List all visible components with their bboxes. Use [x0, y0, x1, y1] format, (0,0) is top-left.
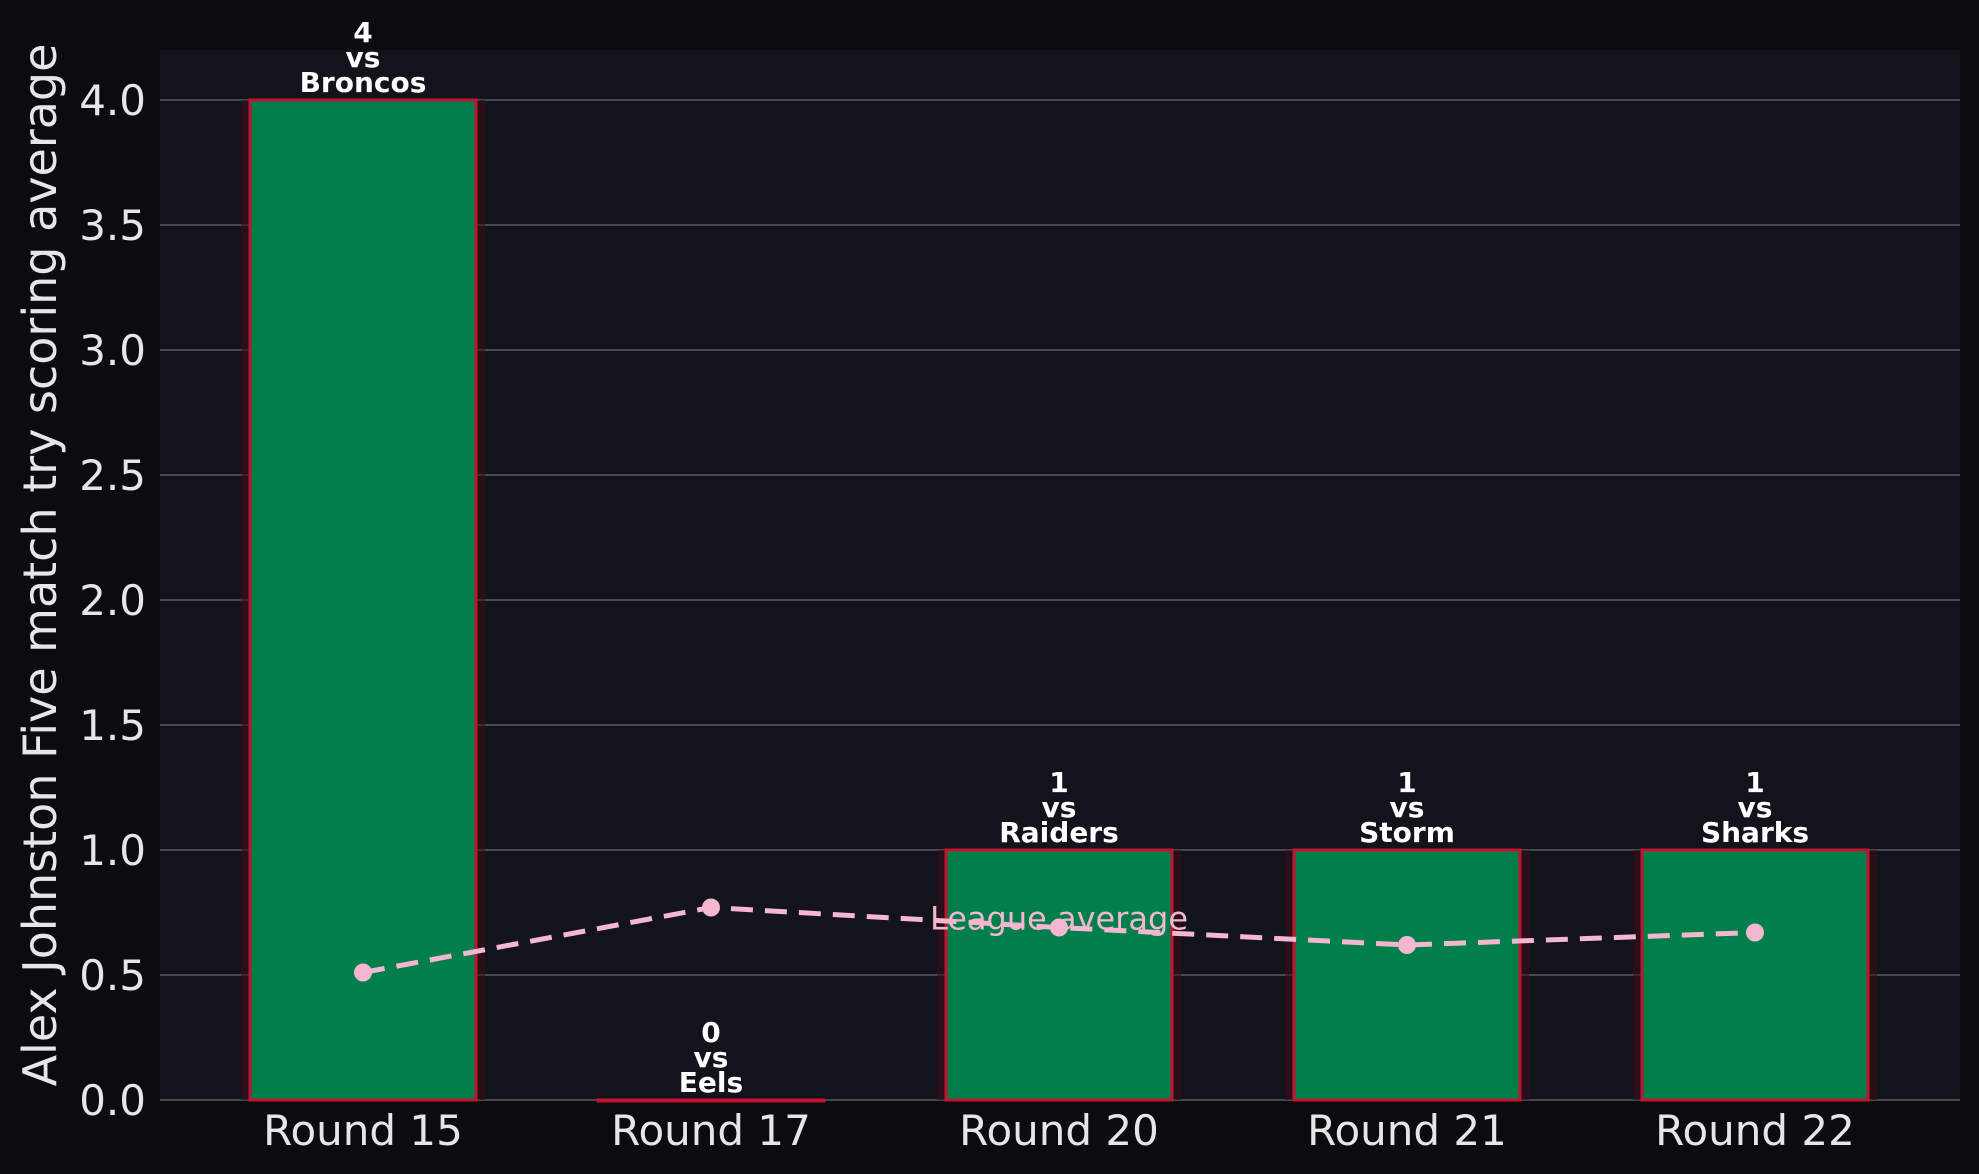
- bar: [1640, 848, 1870, 1102]
- y-tick-label: 2.5: [79, 451, 146, 500]
- league-average-annotation: League average: [930, 900, 1188, 938]
- bar-label: vs: [1738, 791, 1773, 824]
- league-average-point: [1746, 923, 1764, 942]
- y-tick-label: 1.5: [79, 701, 146, 750]
- bar-label: 1: [1745, 766, 1764, 799]
- y-axis-ticks: 0.0 0.5 1.0 1.5 2.0 2.5 3.0 3.5 4.0: [79, 76, 146, 1125]
- y-axis-label: Alex Johnston Five match try scoring ave…: [13, 44, 67, 1087]
- x-tick-label: Round 17: [611, 1106, 811, 1155]
- x-tick-label: Round 21: [1307, 1106, 1507, 1155]
- bar-label: Sharks: [1701, 816, 1809, 849]
- y-tick-label: 3.0: [79, 326, 146, 375]
- x-tick-label: Round 20: [959, 1106, 1159, 1155]
- bar-label: Storm: [1359, 816, 1455, 849]
- league-average-point: [1398, 936, 1416, 954]
- league-average-path: [362, 904, 1756, 975]
- league-average-point: [1050, 918, 1068, 937]
- x-tick-label: Round 15: [263, 1106, 463, 1155]
- league-average-point: [702, 898, 720, 917]
- league-average-line: [354, 898, 1764, 982]
- x-axis-ticks: Round 15 Round 17 Round 20 Round 21 Round 22: [263, 1106, 1855, 1155]
- bar-label: vs: [694, 1041, 729, 1074]
- bar: [248, 98, 478, 1102]
- bar: [596, 1098, 826, 1103]
- y-tick-label: 0.5: [79, 951, 146, 1000]
- bar-label: vs: [1390, 791, 1425, 824]
- x-tick-label: Round 22: [1655, 1106, 1855, 1155]
- y-tick-label: 4.0: [79, 76, 146, 125]
- bar-label: vs: [346, 41, 381, 74]
- bar-labels: 4vsBroncos0vsEels1vsRaiders1vsStorm1vsSh…: [300, 16, 1809, 1099]
- bar-label: 1: [1049, 766, 1068, 799]
- bar-label: 1: [1397, 766, 1416, 799]
- league-average-point: [354, 963, 372, 982]
- bar-label: Broncos: [300, 66, 427, 99]
- bar-label: Raiders: [999, 816, 1119, 849]
- y-tick-label: 1.0: [79, 826, 146, 875]
- bar-label: 0: [701, 1016, 720, 1049]
- bars: [241, 98, 1877, 1103]
- y-tick-label: 3.5: [79, 201, 146, 250]
- bar: [944, 848, 1174, 1102]
- bar-label: vs: [1042, 791, 1077, 824]
- bar: [1292, 848, 1522, 1102]
- bar-label: Eels: [679, 1066, 743, 1099]
- y-tick-label: 0.0: [79, 1076, 146, 1125]
- bar-label: 4: [353, 16, 372, 49]
- y-tick-label: 2.0: [79, 576, 146, 625]
